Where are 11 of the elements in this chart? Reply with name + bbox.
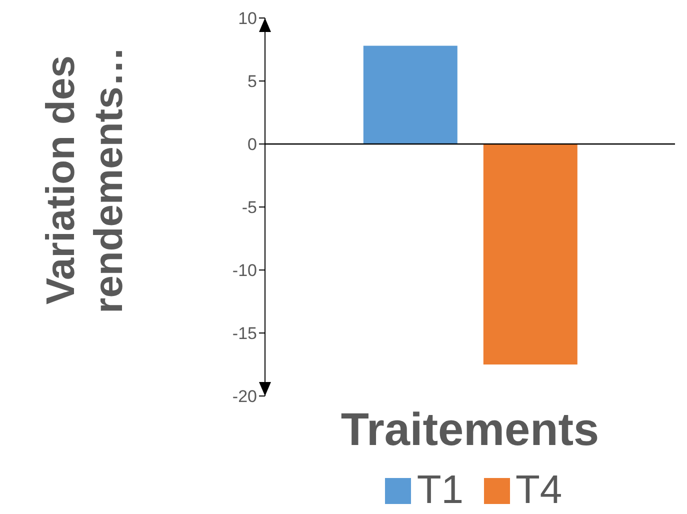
- y-tick-label: 5: [248, 72, 257, 92]
- y-tick-label: 10: [238, 9, 257, 28]
- y-tick-label: -20: [232, 387, 257, 406]
- y-tick-label: 0: [248, 135, 257, 154]
- x-axis-title: Traitements: [340, 402, 600, 456]
- y-tick-label: -10: [232, 261, 257, 280]
- legend-label: T4: [516, 468, 562, 513]
- y-tick-label: -5: [242, 198, 257, 218]
- y-axis-title: Variation des rendements…: [38, 46, 132, 316]
- legend-label: T1: [416, 468, 464, 513]
- y-tick-label: -15: [232, 324, 257, 344]
